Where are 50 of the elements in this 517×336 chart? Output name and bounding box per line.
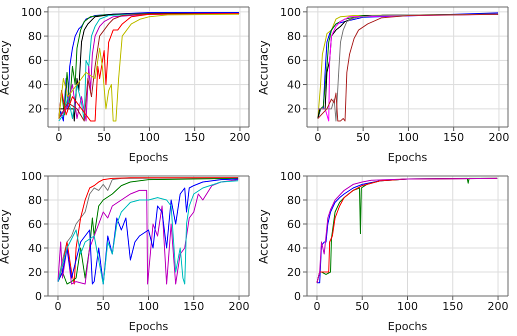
y-tick-label: 0 [294, 290, 301, 303]
y-axis-title: Accuracy [0, 40, 12, 95]
x-tick-label: 100 [138, 130, 160, 144]
x-tick-label: 150 [184, 130, 206, 144]
y-axis-title: Accuracy [256, 209, 270, 264]
y-tick-label: 60 [28, 54, 42, 68]
y-axis-title: Accuracy [256, 40, 270, 95]
y-tick-label: 100 [280, 6, 301, 19]
x-tick-label: 200 [228, 300, 250, 313]
y-tick-label: 60 [287, 218, 301, 231]
x-tick-label: 0 [314, 130, 322, 144]
x-tick-label: 150 [443, 130, 464, 144]
y-tick-label: 100 [280, 170, 301, 183]
y-tick-label: 60 [28, 218, 42, 231]
x-tick-label: 0 [313, 300, 320, 313]
y-tick-label: 60 [287, 54, 301, 68]
x-axis-title: Epochs [128, 320, 168, 333]
x-axis-title: Epochs [388, 151, 428, 164]
x-axis-title: Epochs [128, 151, 168, 164]
y-tick-label: 20 [28, 102, 42, 116]
x-tick-label: 50 [97, 130, 112, 144]
x-tick-label: 50 [355, 300, 370, 313]
y-tick-label: 100 [21, 6, 42, 19]
x-tick-label: 200 [229, 130, 250, 144]
y-tick-label: 20 [287, 266, 301, 279]
y-tick-label: 100 [21, 170, 42, 183]
y-tick-label: 20 [287, 102, 301, 116]
x-tick-label: 200 [488, 300, 509, 313]
x-tick-label: 0 [55, 130, 62, 144]
y-tick-label: 80 [28, 30, 42, 43]
y-tick-label: 80 [28, 194, 42, 207]
y-tick-label: 20 [28, 266, 42, 279]
y-tick-label: 40 [287, 78, 301, 92]
x-tick-label: 50 [96, 300, 110, 313]
x-tick-label: 100 [397, 300, 418, 313]
x-tick-label: 150 [442, 300, 464, 313]
x-tick-label: 200 [488, 130, 510, 144]
y-tick-label: 40 [28, 78, 42, 92]
x-tick-label: 50 [356, 130, 370, 144]
y-axis-title: Accuracy [0, 209, 12, 264]
x-tick-label: 150 [183, 300, 204, 313]
y-tick-label: 80 [287, 30, 301, 43]
y-tick-label: 80 [287, 194, 301, 207]
x-tick-label: 0 [54, 300, 62, 313]
x-axis-title: Epochs [388, 320, 428, 333]
y-tick-label: 40 [28, 242, 42, 255]
y-tick-label: 40 [287, 242, 301, 255]
x-tick-label: 100 [138, 300, 159, 313]
y-tick-label: 0 [35, 290, 42, 303]
x-tick-label: 100 [398, 130, 419, 144]
